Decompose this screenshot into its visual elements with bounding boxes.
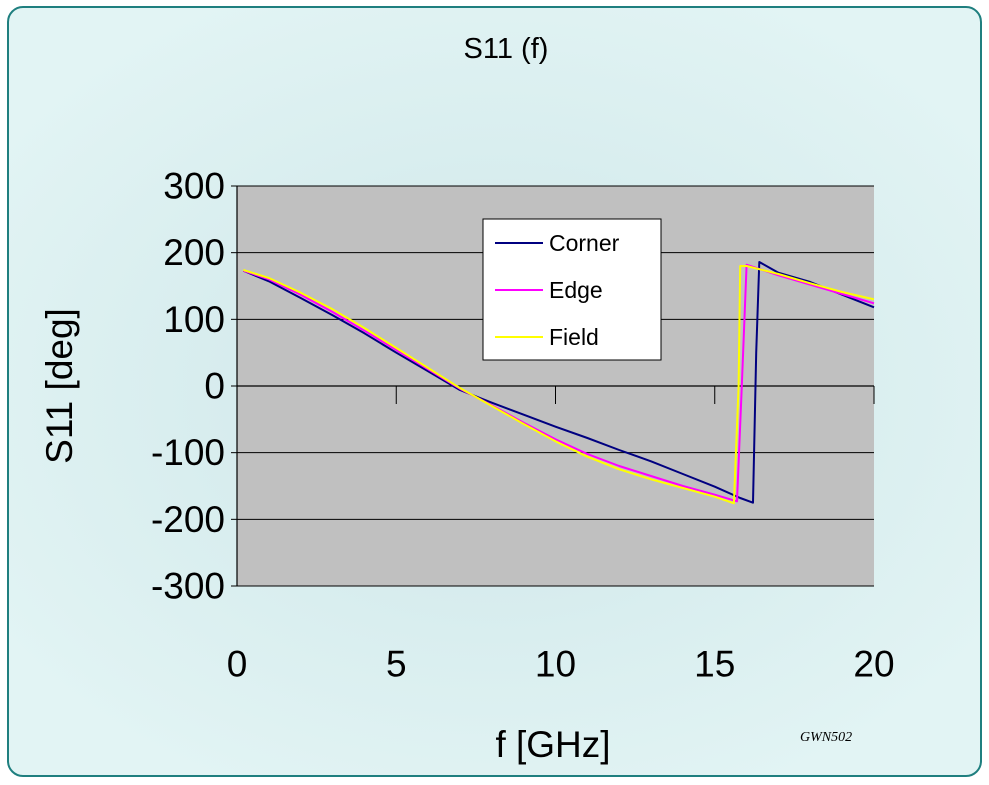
legend-label-edge: Edge [549, 277, 603, 303]
x-tick-label: 15 [694, 644, 735, 685]
y-tick-label: 300 [163, 166, 225, 207]
y-tick-label: -200 [151, 499, 225, 540]
legend-label-field: Field [549, 324, 599, 350]
series-line-corner [243, 261, 875, 504]
x-tick-label: 5 [386, 644, 407, 685]
legend-label-corner: Corner [549, 230, 620, 256]
y-axis-label: S11 [deg] [39, 308, 80, 464]
series-line-field [243, 265, 875, 505]
axes [236, 186, 875, 586]
series-lines [243, 261, 875, 505]
author-credit: GWN502 [800, 730, 852, 745]
x-tick-label: 20 [853, 644, 894, 685]
y-tick-label: -100 [151, 432, 225, 473]
x-tick-labels: 0 5 10 15 20 [227, 644, 895, 685]
y-tick-label: 0 [204, 366, 225, 407]
y-tick-label: 200 [163, 232, 225, 273]
legend: Corner Edge Field [482, 218, 662, 361]
y-tick-labels: 300 200 100 0 -100 -200 -300 [151, 166, 225, 607]
x-tick-label: 0 [227, 644, 248, 685]
x-axis-label: f [GHz] [495, 724, 610, 765]
y-tick-label: 100 [163, 299, 225, 340]
chart-title: S11 (f) [464, 33, 549, 65]
x-tick-label: 10 [535, 644, 576, 685]
y-tick-label: -300 [151, 566, 225, 607]
